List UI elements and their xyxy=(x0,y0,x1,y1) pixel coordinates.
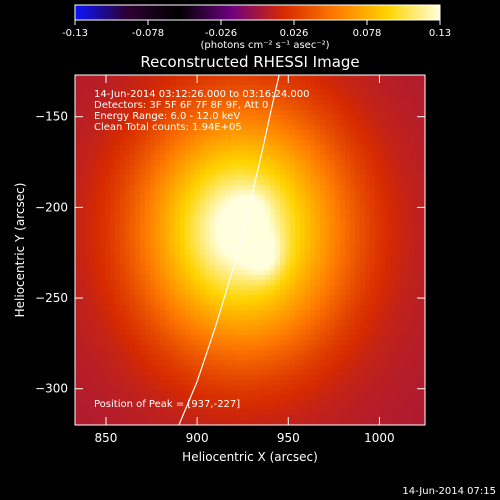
info-line-time-range: 14-Jun-2014 03:12:26.000 to 03:16:24.000 xyxy=(94,89,310,100)
colorbar: -0.13 -0.078 -0.026 0.026 0.078 0.13 (photons… xyxy=(62,4,451,51)
chart-title: Reconstructed RHESSI Image xyxy=(140,53,359,71)
colorbar-tick-label: 0.026 xyxy=(280,28,309,39)
y-tick-label: −250 xyxy=(35,291,68,305)
info-line-clean-counts: Clean Total counts: 1.94E+05 xyxy=(94,122,242,133)
colorbar-tick-label: -0.13 xyxy=(62,28,88,39)
colorbar-units-label: (photons cm⁻² s⁻¹ asec⁻²) xyxy=(200,40,329,51)
colorbar-tick-label: -0.078 xyxy=(132,28,164,39)
x-tick-label: 850 xyxy=(95,431,118,445)
x-tick-label: 1000 xyxy=(364,431,395,445)
y-axis-label: Heliocentric Y (arcsec) xyxy=(13,183,27,318)
x-tick-label: 950 xyxy=(277,431,300,445)
solar-limb-curve xyxy=(178,74,280,426)
heatmap-container xyxy=(75,75,425,425)
info-line-energy-range: Energy Range: 6.0 - 12.0 keV xyxy=(94,111,240,122)
x-axis-label: Heliocentric X (arcsec) xyxy=(182,450,318,464)
plot-frame xyxy=(74,74,426,426)
heatmap-image xyxy=(75,75,425,425)
colorbar-tick-label: 0.078 xyxy=(353,28,382,39)
observation-info: 14-Jun-2014 03:12:26.000 to 03:16:24.000… xyxy=(94,89,310,133)
y-tick-label: −200 xyxy=(35,200,68,214)
x-tick-label: 900 xyxy=(186,431,209,445)
y-tick-label: −300 xyxy=(35,382,68,396)
colorbar-tick-label: -0.026 xyxy=(205,28,237,39)
peak-position-label: Position of Peak = [937,-227] xyxy=(94,399,240,410)
y-tick-label: −150 xyxy=(35,110,68,124)
plot-timestamp: 14-Jun-2014 07:15 xyxy=(402,486,496,497)
x-axis-ticks: 850 900 950 1000 xyxy=(95,75,395,445)
colorbar-ticks: -0.13 -0.078 -0.026 0.026 0.078 0.13 xyxy=(62,20,451,39)
y-axis-ticks: −150 −200 −250 −300 xyxy=(35,110,425,396)
info-line-detectors: Detectors: 3F 5F 6F 7F 8F 9F, Att 0 xyxy=(94,100,268,111)
colorbar-gradient xyxy=(74,4,441,21)
colorbar-tick-label: 0.13 xyxy=(429,28,451,39)
